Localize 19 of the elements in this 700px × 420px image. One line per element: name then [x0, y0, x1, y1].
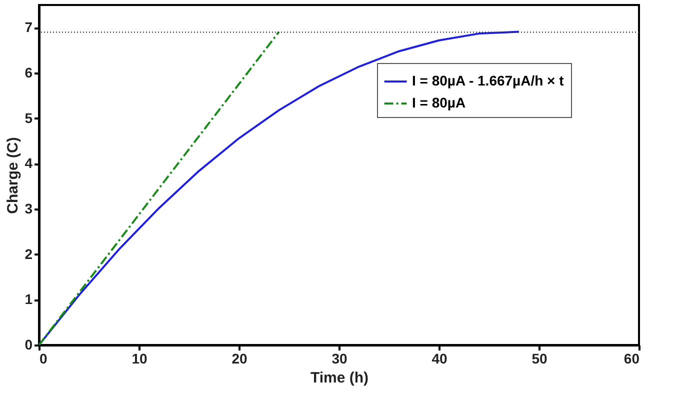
- legend-label: I = 80µA: [412, 94, 466, 110]
- legend-label: I = 80µA - 1.667µA/h × t: [412, 72, 564, 88]
- y-tick-label: 4: [24, 155, 33, 172]
- y-tick-label: 6: [24, 64, 33, 80]
- x-tick-label: 20: [232, 350, 248, 366]
- y-tick-label: 0: [24, 336, 33, 352]
- x-tick-label: 10: [132, 350, 148, 366]
- y-axis-title: Charge (C): [4, 137, 22, 214]
- y-tick-label: 1: [24, 291, 33, 308]
- y-tick-label: 2: [24, 246, 33, 262]
- y-tick-label: 5: [24, 110, 33, 126]
- x-tick-label: 0: [40, 350, 48, 366]
- x-tick-label: 50: [532, 350, 548, 366]
- x-tick-label: 60: [624, 350, 640, 366]
- y-tick-label: 3: [24, 200, 33, 216]
- y-tick-label: 7: [24, 19, 33, 36]
- x-tick-label: 40: [432, 350, 448, 366]
- x-axis-title: Time (h): [310, 370, 369, 386]
- x-tick-label: 30: [332, 350, 348, 366]
